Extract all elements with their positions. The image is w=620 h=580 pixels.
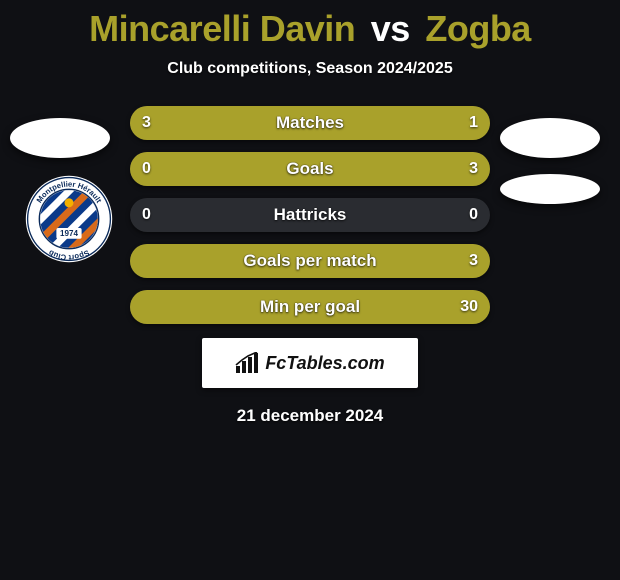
svg-text:1974: 1974 (60, 229, 78, 238)
versus-word: vs (371, 8, 410, 49)
generation-date: 21 december 2024 (0, 406, 620, 426)
stat-label: Goals per match (130, 244, 490, 278)
stats-container: 31Matches 03Goals 00Hattricks 3Goals per ma… (130, 106, 490, 324)
stat-label: Matches (130, 106, 490, 140)
stat-label: Hattricks (130, 198, 490, 232)
watermark-text: FcTables.com (265, 353, 384, 374)
stat-label: Min per goal (130, 290, 490, 324)
page-title: Mincarelli Davin vs Zogba (0, 0, 620, 50)
subtitle: Club competitions, Season 2024/2025 (0, 60, 620, 78)
player1-name: Mincarelli Davin (89, 8, 355, 49)
team1-badge-placeholder (10, 118, 110, 158)
stat-row: 3Goals per match (130, 244, 490, 278)
fctables-watermark: FcTables.com (202, 338, 418, 388)
club-crest-montpellier: Montpellier Hérault Sport Club 1974 (24, 174, 114, 264)
bar-chart-icon (235, 352, 259, 374)
stat-row: 31Matches (130, 106, 490, 140)
stat-row: 30Min per goal (130, 290, 490, 324)
stat-row: 00Hattricks (130, 198, 490, 232)
stat-label: Goals (130, 152, 490, 186)
stat-row: 03Goals (130, 152, 490, 186)
team2-badge-placeholder-2 (500, 174, 600, 204)
player2-name: Zogba (425, 8, 530, 49)
team2-badge-placeholder (500, 118, 600, 158)
